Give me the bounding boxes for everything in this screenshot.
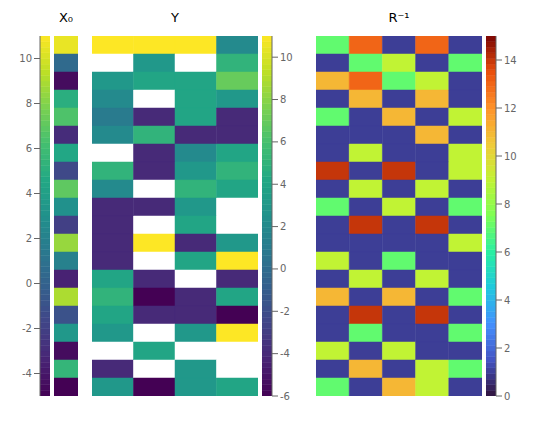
svg-text:10: 10 <box>504 151 517 162</box>
svg-text:-2: -2 <box>280 306 290 317</box>
svg-text:8: 8 <box>280 94 286 105</box>
svg-text:-4: -4 <box>22 368 32 379</box>
svg-text:10: 10 <box>19 53 32 64</box>
svg-text:-6: -6 <box>280 391 290 402</box>
svg-text:10: 10 <box>280 52 293 63</box>
svg-text:0: 0 <box>280 263 286 274</box>
html-text:X₀: X₀ <box>58 10 74 25</box>
svg-text:14: 14 <box>504 55 517 66</box>
svg-text:6: 6 <box>504 247 510 258</box>
html-text:Y: Y <box>171 10 179 25</box>
svg-text:8: 8 <box>26 98 32 109</box>
svg-text:2: 2 <box>26 233 32 244</box>
html-text:R⁻¹: R⁻¹ <box>388 10 410 25</box>
svg-text:0: 0 <box>26 278 32 289</box>
svg-text:0: 0 <box>504 391 510 402</box>
svg-text:6: 6 <box>26 143 32 154</box>
svg-text:4: 4 <box>26 188 32 199</box>
svg-text:6: 6 <box>280 136 286 147</box>
svg-text:-4: -4 <box>280 348 290 359</box>
svg-text:8: 8 <box>504 199 510 210</box>
svg-text:2: 2 <box>504 343 510 354</box>
svg-text:2: 2 <box>280 221 286 232</box>
svg-text:-2: -2 <box>22 323 32 334</box>
svg-text:4: 4 <box>504 295 510 306</box>
svg-text:12: 12 <box>504 103 517 114</box>
svg-text:4: 4 <box>280 179 286 190</box>
